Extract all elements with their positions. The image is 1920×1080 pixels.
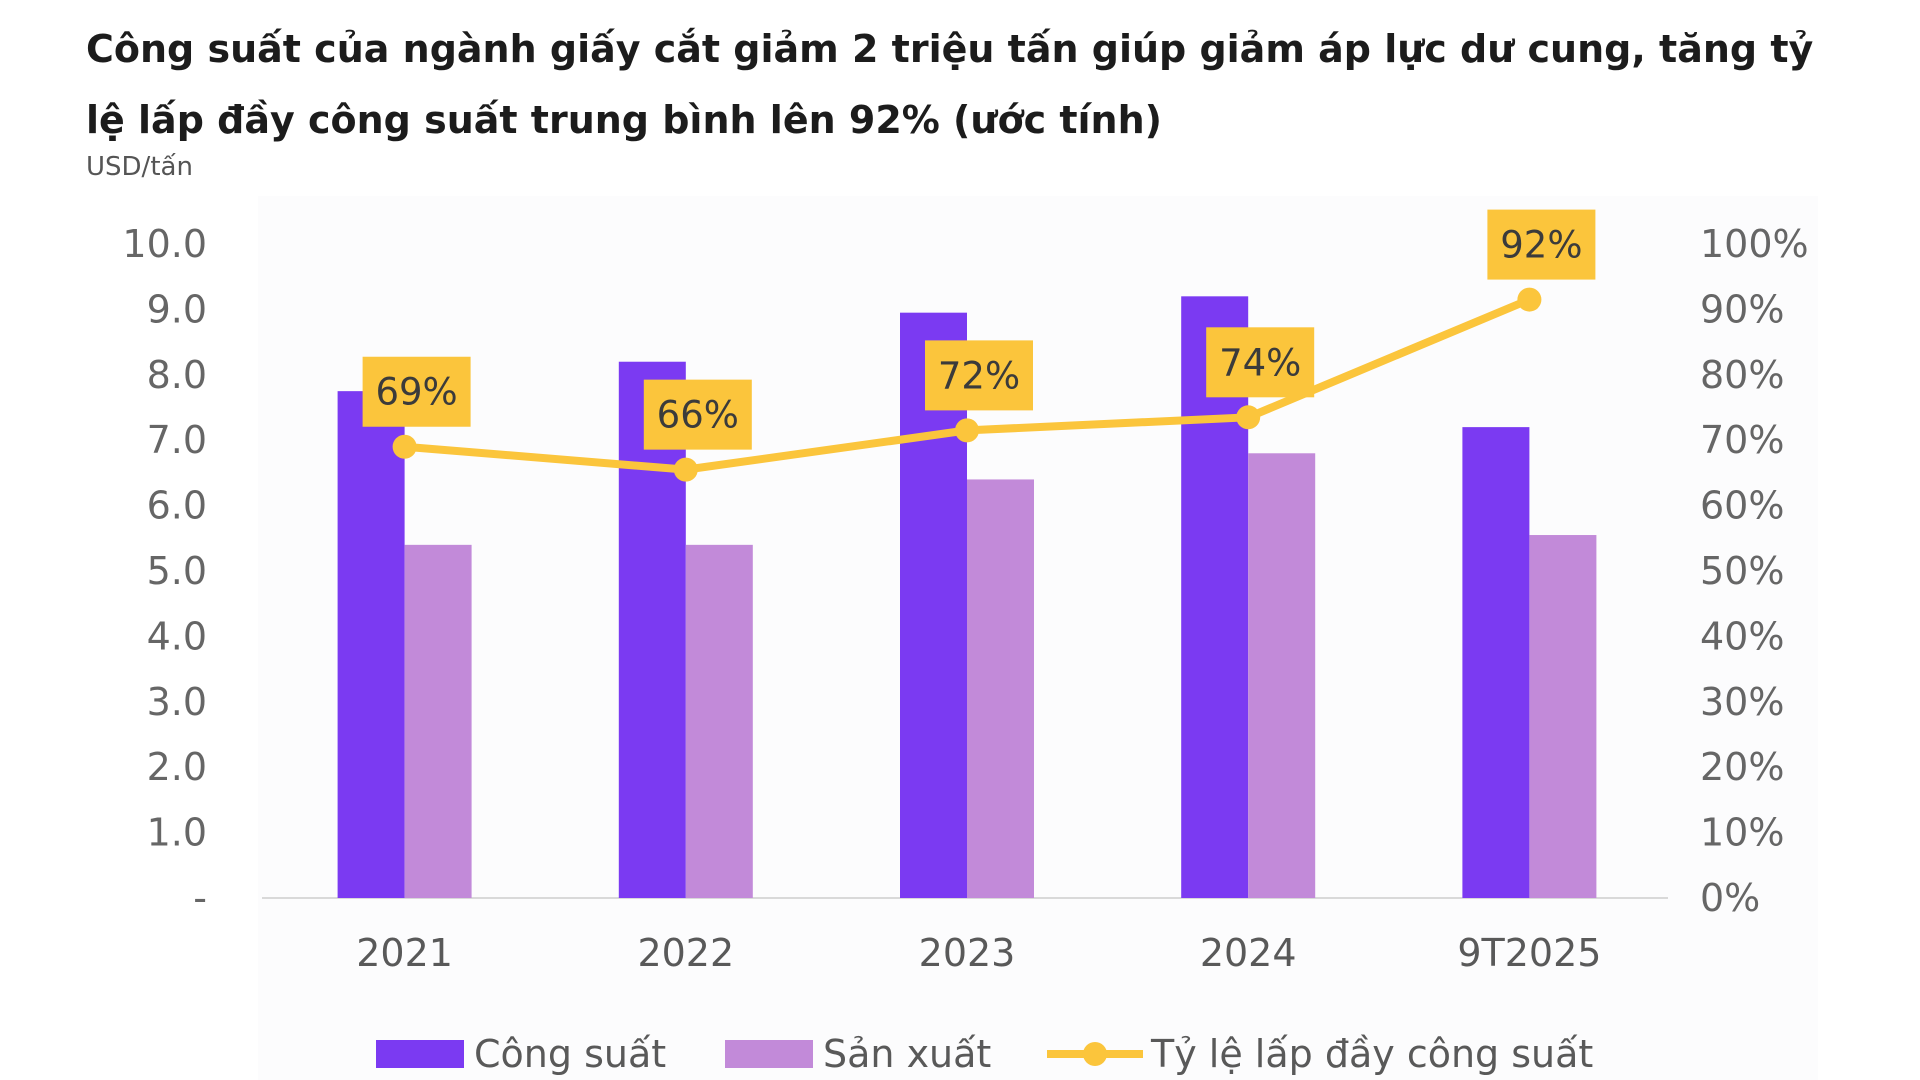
bar-san-xuat — [1248, 453, 1316, 898]
y2-tick-label: 100% — [1700, 222, 1809, 266]
data-label-box — [925, 340, 1033, 411]
chart-title: Công suất của ngành giấy cắt giảm 2 triệ… — [86, 27, 1814, 142]
y2-tick-label: 40% — [1700, 614, 1784, 658]
legend-swatch — [376, 1040, 464, 1068]
legend-swatch — [725, 1040, 813, 1068]
bar-cong-suat — [337, 391, 405, 898]
y2-tick-label: 30% — [1700, 680, 1784, 724]
x-tick-label: 2022 — [637, 931, 734, 975]
y2-tick-label: 80% — [1700, 353, 1784, 397]
line-point — [1517, 287, 1542, 312]
bar-san-xuat — [1529, 535, 1597, 898]
data-label: 66% — [657, 394, 739, 437]
legend-swatch-point — [1083, 1042, 1107, 1066]
y2-tick-label: 50% — [1700, 549, 1784, 593]
legend-label: Công suất — [474, 1032, 666, 1076]
x-tick-label: 2023 — [919, 931, 1016, 975]
y2-tick-label: 20% — [1700, 745, 1784, 789]
bar-cong-suat — [618, 361, 686, 899]
y-tick-label: 7.0 — [147, 418, 207, 462]
y-tick-label: 6.0 — [147, 484, 207, 528]
y-tick-label: 3.0 — [147, 680, 207, 724]
x-tick-label: 2021 — [356, 931, 453, 975]
data-label: 69% — [375, 371, 457, 414]
y2-tick-label: 60% — [1700, 484, 1784, 528]
y-tick-label: 9.0 — [147, 287, 207, 331]
legend-label: Tỷ lệ lấp đầy công suất — [1150, 1032, 1593, 1076]
data-label: 72% — [938, 354, 1020, 397]
line-point — [1236, 405, 1261, 430]
x-tick-label: 2024 — [1200, 931, 1297, 975]
y-tick-label: 8.0 — [147, 353, 207, 397]
y-tick-label: 2.0 — [147, 745, 207, 789]
line-point — [673, 457, 698, 482]
data-label: 92% — [1500, 224, 1582, 267]
y-tick-label: - — [193, 876, 207, 920]
y2-tick-label: 0% — [1700, 876, 1760, 920]
bar-san-xuat — [404, 544, 472, 898]
data-label-box — [1487, 209, 1596, 280]
y-tick-label: 4.0 — [147, 614, 207, 658]
data-label-box — [1206, 327, 1315, 398]
y2-tick-label: 70% — [1700, 418, 1784, 462]
x-tick-label: 9T2025 — [1457, 931, 1601, 975]
data-label: 74% — [1219, 341, 1301, 384]
y-tick-label: 10.0 — [122, 222, 207, 266]
bar-san-xuat — [967, 479, 1034, 898]
left-axis-unit: USD/tấn — [86, 152, 193, 182]
y-tick-label: 5.0 — [147, 549, 207, 593]
bar-cong-suat — [1462, 427, 1530, 898]
line-point — [392, 434, 417, 459]
data-label-box — [362, 356, 471, 427]
y-tick-label: 1.0 — [147, 811, 207, 855]
data-label-box — [643, 379, 752, 450]
y2-tick-label: 10% — [1700, 811, 1784, 855]
legend-label: Sản xuất — [823, 1032, 991, 1076]
line-point — [955, 418, 979, 443]
bar-san-xuat — [685, 544, 753, 898]
y2-tick-label: 90% — [1700, 287, 1784, 331]
